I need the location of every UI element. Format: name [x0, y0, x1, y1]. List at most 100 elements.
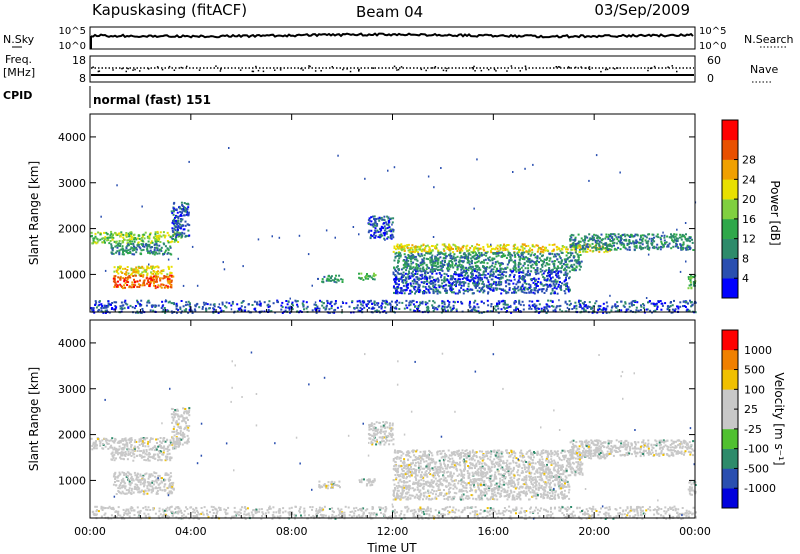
echo-cell	[659, 248, 662, 251]
echo-cell	[329, 279, 332, 282]
echo-cell	[487, 304, 490, 307]
echo-cell	[509, 304, 512, 307]
echo-cell	[373, 275, 376, 278]
echo-cell	[663, 234, 666, 237]
echo-cell	[106, 233, 109, 236]
echo-cell	[125, 475, 128, 478]
echo-cell	[152, 272, 155, 275]
echo-cell	[253, 300, 256, 303]
echo-cell	[221, 301, 224, 304]
echo-cell	[431, 245, 433, 247]
echo-cell	[602, 247, 605, 250]
echo-cell	[126, 443, 129, 446]
echo-cell	[385, 301, 388, 303]
echo-cell	[443, 243, 446, 246]
echo-cell	[143, 245, 146, 248]
echo-cell	[607, 249, 610, 252]
echo-cell	[112, 475, 115, 478]
echo-cell	[582, 307, 585, 310]
echo-cell	[281, 312, 284, 314]
echo-cell	[143, 484, 146, 487]
echo-cell	[171, 237, 174, 240]
echo-cell	[140, 456, 143, 459]
echo-cell	[355, 306, 358, 309]
echo-cell	[606, 247, 609, 249]
echo-cell	[680, 246, 682, 249]
echo-cell	[662, 245, 665, 248]
echo-cell	[152, 309, 155, 312]
echo-cell	[689, 274, 692, 277]
echo-cell	[467, 259, 469, 262]
echo-cell	[622, 246, 625, 249]
echo-cell	[99, 444, 102, 447]
echo-cell	[176, 215, 179, 218]
echo-cell	[129, 451, 132, 454]
echo-cell	[385, 232, 388, 235]
echo-cell	[488, 283, 491, 286]
echo-cell	[148, 448, 151, 451]
echo-cell	[122, 484, 125, 487]
echo-cell	[183, 232, 186, 235]
echo-cell	[505, 291, 508, 294]
echo-cell	[475, 283, 478, 286]
echo-cell	[432, 285, 435, 287]
echo-cell	[640, 248, 643, 251]
echo-cell	[148, 483, 151, 485]
echo-cell	[540, 259, 542, 262]
echo-cell	[120, 492, 123, 495]
echo-cell	[131, 253, 134, 256]
echo-cell	[647, 233, 650, 236]
echo-cell	[457, 261, 460, 263]
echo-cell	[609, 235, 612, 237]
echo-cell	[586, 307, 589, 310]
echo-cell	[151, 266, 154, 269]
echo-cell	[383, 215, 386, 218]
echo-cell	[553, 253, 556, 256]
echo-cell	[517, 269, 520, 272]
echo-cell	[422, 266, 425, 269]
echo-cell	[119, 439, 122, 442]
echo-cell	[359, 277, 362, 280]
echo-cell	[424, 272, 426, 274]
echo-cell	[156, 265, 159, 268]
echo-cell	[460, 284, 463, 287]
echo-cell	[133, 307, 136, 310]
echo-cell	[472, 307, 475, 310]
echo-cell	[136, 484, 139, 487]
echo-cell	[446, 306, 449, 309]
echo-cell	[505, 280, 508, 283]
echo-cell	[120, 447, 123, 450]
echo-cell	[172, 220, 174, 222]
echo-cell	[505, 244, 508, 247]
echo-cell	[138, 443, 141, 446]
echo-cell	[114, 284, 117, 287]
echo-cell	[583, 301, 586, 303]
echo-cell	[664, 242, 666, 244]
echo-cell	[194, 305, 197, 308]
echo-cell	[337, 278, 340, 281]
echo-cell	[170, 265, 173, 268]
echo-cell	[437, 269, 439, 271]
echo-cell	[574, 238, 577, 241]
echo-cell	[531, 243, 534, 246]
echo-cell	[334, 236, 336, 239]
echo-cell	[518, 261, 521, 264]
echo-cell	[648, 237, 651, 240]
echo-cell	[164, 311, 167, 314]
echo-cell	[133, 278, 135, 281]
echo-cell	[684, 236, 687, 239]
echo-cell	[549, 271, 552, 274]
echo-cell	[553, 290, 556, 293]
echo-cell	[476, 276, 479, 279]
echo-cell	[123, 301, 126, 304]
echo-cell	[159, 450, 161, 452]
echo-cell	[151, 481, 154, 484]
echo-cell	[425, 268, 428, 271]
echo-cell	[441, 300, 444, 303]
echo-cell	[188, 305, 191, 308]
cpid-mode: normal (fast) 151	[93, 93, 211, 107]
echo-cell	[168, 492, 171, 495]
echo-cell	[458, 291, 461, 294]
echo-cell	[409, 300, 412, 303]
echo-cell	[151, 437, 154, 440]
